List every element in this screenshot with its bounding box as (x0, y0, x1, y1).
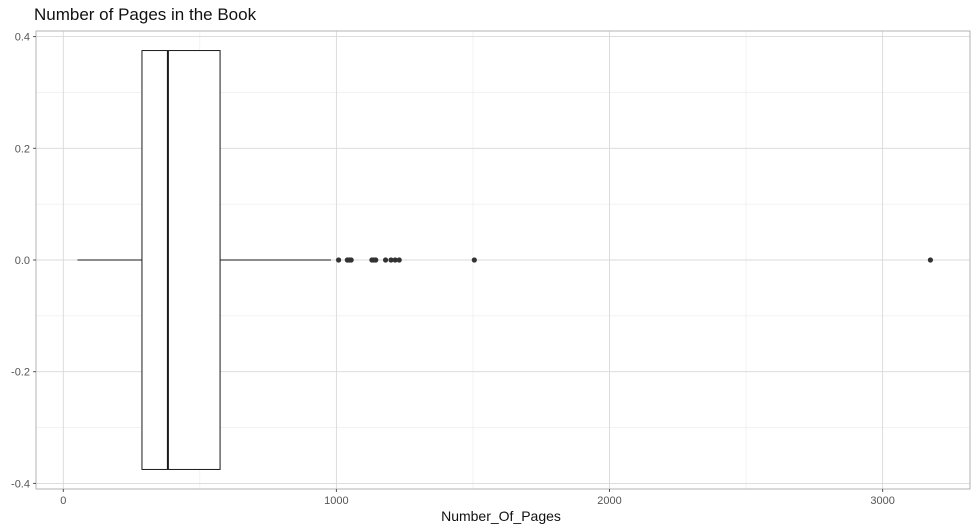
x-axis-label: Number_Of_Pages (441, 508, 561, 524)
outlier-point (396, 257, 402, 263)
x-tick-label: 0 (60, 495, 66, 507)
outlier-point (392, 257, 398, 263)
outlier-points (335, 257, 934, 263)
outlier-point (927, 257, 934, 263)
outlier-point (335, 257, 342, 263)
y-tick-label: -0.4 (11, 478, 30, 490)
outlier-point (388, 257, 394, 263)
outlier-point (373, 257, 379, 263)
x-tick-label: 1000 (324, 495, 348, 507)
outlier-point (382, 257, 389, 263)
y-tick-label: 0.2 (15, 143, 30, 155)
y-tick-label: 0.0 (15, 255, 30, 267)
box-plot (77, 50, 331, 470)
x-tick-label: 2000 (597, 495, 621, 507)
x-tick-label: 3000 (870, 495, 894, 507)
y-axis-ticks: 0.4 0.2 0.0 -0.2 -0.4 (11, 32, 36, 490)
outlier-point (348, 257, 354, 263)
iqr-box (141, 50, 221, 470)
outlier-point (471, 257, 477, 263)
grid-lines (36, 31, 970, 489)
chart-title: Number of Pages in the Book (34, 5, 257, 24)
y-tick-label: -0.2 (11, 367, 30, 379)
y-tick-label: 0.4 (15, 32, 30, 44)
x-axis-ticks: 0 1000 2000 3000 (60, 489, 895, 507)
